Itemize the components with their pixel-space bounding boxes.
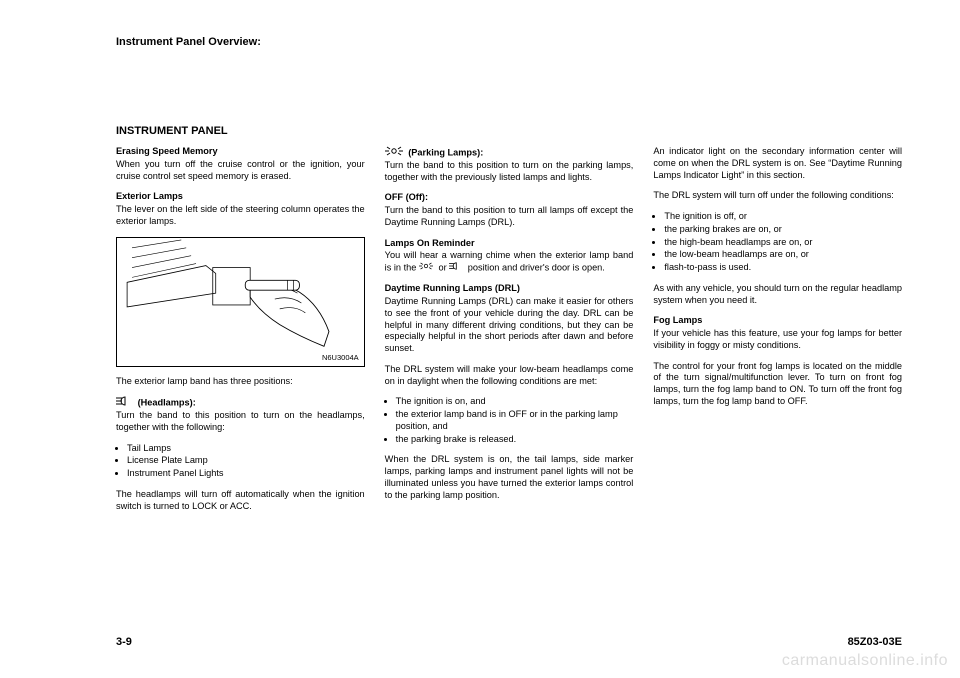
col3-bullet-5: flash-to-pass is used. — [664, 262, 902, 274]
col3-p3: As with any vehicle, you should turn on … — [653, 283, 902, 307]
figure-caption: N6U3004A — [322, 353, 359, 363]
off-label: OFF (Off): — [385, 192, 634, 204]
column-2: (Parking Lamps): Turn the band to this p… — [385, 146, 634, 622]
drl-heading: Daytime Running Lamps (DRL) — [385, 283, 634, 295]
headlamps-body: Turn the band to this position to turn o… — [116, 410, 365, 432]
bullet-license-plate: License Plate Lamp — [127, 455, 365, 467]
reminder-heading: Lamps On Reminder — [385, 238, 634, 250]
headlamp-icon — [116, 396, 132, 410]
headlamps-label: (Headlamps): — [138, 398, 196, 408]
section-title: INSTRUMENT PANEL — [116, 125, 228, 137]
erasing-speed-heading: Erasing Speed Memory — [116, 146, 365, 158]
off-body: Turn the band to this position to turn a… — [385, 205, 634, 227]
band-intro: The exterior lamp band has three positio… — [116, 376, 365, 388]
columns-container: Erasing Speed Memory When you turn off t… — [116, 146, 902, 622]
headlamps-off-body: The headlamps will turn off automaticall… — [116, 489, 365, 513]
lever-illustration — [117, 238, 364, 366]
exterior-lamps-body: The lever on the left side of the steeri… — [116, 204, 365, 226]
page: Instrument Panel Overview: INSTRUMENT PA… — [0, 0, 960, 678]
col3-bullet-4: the low-beam headlamps are on, or — [664, 249, 902, 261]
drl-body1: Daytime Running Lamps (DRL) can make it … — [385, 296, 634, 353]
drl-bullet-2: the exterior lamp band is in OFF or in t… — [396, 409, 634, 433]
doc-code: 85Z03-03E — [848, 636, 902, 648]
bullet-tail-lamps: Tail Lamps — [127, 443, 365, 455]
drl-body3: When the DRL system is on, the tail lamp… — [385, 454, 634, 501]
erasing-speed-body: When you turn off the cruise control or … — [116, 159, 365, 181]
drl-bullet-1: The ignition is on, and — [396, 396, 634, 408]
lever-figure: N6U3004A — [116, 237, 365, 367]
parking-lamp-icon — [385, 146, 403, 160]
fog-body2: The control for your front fog lamps is … — [653, 361, 902, 408]
col3-p1: An indicator light on the secondary info… — [653, 146, 902, 181]
headlamp-icon-inline — [449, 262, 462, 274]
col3-bullet-2: the parking brakes are on, or — [664, 224, 902, 236]
col3-p2: The DRL system will turn off under the f… — [653, 190, 902, 202]
headlamp-bullets: Tail Lamps License Plate Lamp Instrument… — [116, 443, 365, 480]
drl-body2: The DRL system will make your low-beam h… — [385, 364, 634, 388]
reminder-body-b: or — [438, 262, 449, 272]
drl-bullets: The ignition is on, and the exterior lam… — [385, 396, 634, 445]
fog-body1: If your vehicle has this feature, use yo… — [653, 328, 902, 350]
header-label: Instrument Panel Overview: — [116, 36, 261, 48]
drl-bullet-3: the parking brake is released. — [396, 434, 634, 446]
column-1: Erasing Speed Memory When you turn off t… — [116, 146, 365, 622]
reminder-body-c: position and driver's door is open. — [468, 262, 605, 272]
col3-bullet-1: The ignition is off, or — [664, 211, 902, 223]
exterior-lamps-heading: Exterior Lamps — [116, 191, 365, 203]
watermark: carmanualsonline.info — [782, 652, 948, 670]
parking-lamps-body: Turn the band to this position to turn o… — [385, 160, 634, 182]
col3-bullet-3: the high-beam headlamps are on, or — [664, 237, 902, 249]
column-3: An indicator light on the secondary info… — [653, 146, 902, 622]
page-number: 3-9 — [116, 636, 132, 648]
fog-lamps-heading: Fog Lamps — [653, 315, 902, 327]
col3-bullets: The ignition is off, or the parking brak… — [653, 211, 902, 274]
parking-lamp-icon-inline — [419, 262, 433, 274]
parking-lamps-label: (Parking Lamps): — [408, 147, 483, 157]
bullet-panel-lights: Instrument Panel Lights — [127, 468, 365, 480]
